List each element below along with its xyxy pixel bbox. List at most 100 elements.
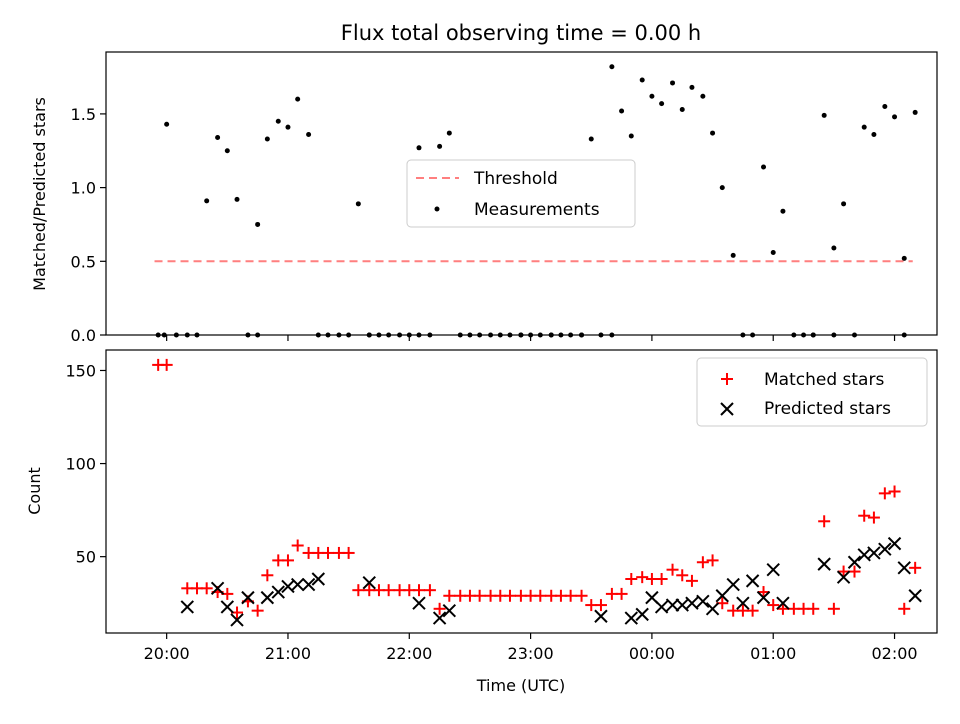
predicted-star-point — [756, 590, 771, 605]
matched-star-point — [625, 573, 638, 586]
bottom-plot-series — [152, 358, 922, 627]
matched-star-point — [827, 602, 840, 615]
top-axes-frame — [105, 51, 938, 336]
measurement-point — [224, 148, 230, 154]
matched-star-point — [342, 546, 355, 559]
matched-star-point — [503, 589, 516, 602]
measurement-point — [719, 185, 725, 191]
predicted-star-point — [908, 589, 922, 603]
matched-star-point — [767, 599, 780, 612]
top-legend-box — [406, 159, 636, 228]
bottom-y-tick-label: 50 — [76, 548, 96, 567]
measurement-point — [700, 93, 706, 99]
matched-star-point — [746, 604, 759, 617]
measurement-point — [659, 101, 665, 107]
bottom-legend-box — [696, 357, 928, 427]
predicted-star-point — [362, 576, 376, 590]
measurement-point — [234, 196, 240, 202]
matched-star-point — [898, 602, 911, 615]
matched-star-point — [423, 584, 436, 597]
top-y-axis-label: Matched/Predicted stars — [30, 97, 49, 291]
predicted-star-point — [301, 577, 316, 592]
x-tick-label: 00:00 — [629, 644, 675, 663]
measurement-point — [710, 130, 716, 136]
measurements-legend-label: Measurements — [474, 200, 600, 220]
x-tick-label: 02:00 — [871, 644, 917, 663]
top-y-tick-label: 1.0 — [71, 179, 96, 198]
x-tick-label: 22:00 — [386, 644, 432, 663]
measurement-point — [882, 104, 888, 110]
measurements-legend-swatch — [434, 206, 440, 212]
top-y-tick-label: 0.5 — [71, 252, 96, 271]
top-legend: Threshold Measurements — [406, 159, 636, 228]
predicted-star-point — [726, 577, 740, 592]
matched-star-point — [352, 584, 365, 597]
x-tick-label: 20:00 — [144, 644, 190, 663]
predicted-star-point — [705, 602, 720, 616]
top-y-tick-label: 0.0 — [71, 326, 96, 345]
predicted-star-point — [260, 590, 275, 605]
predicted-star-point — [635, 607, 649, 622]
bottom-axes-frame — [105, 349, 938, 634]
matched-star-point — [696, 556, 709, 569]
x-tick-label: 01:00 — [750, 644, 796, 663]
matched-star-point — [676, 569, 689, 582]
measurement-point — [730, 252, 736, 258]
predicted-star-point — [180, 600, 194, 614]
measurement-point — [609, 64, 615, 70]
predicted-star-point — [685, 596, 699, 610]
measurement-point — [416, 145, 422, 151]
predicted-stars-legend-swatch — [720, 402, 734, 416]
measurement-point — [821, 112, 827, 118]
predicted-star-point — [745, 574, 760, 588]
predicted-star-point — [715, 589, 729, 603]
measurement-point — [437, 143, 443, 149]
measurement-point — [761, 164, 767, 170]
matched-star-point — [251, 604, 264, 617]
matched-star-point — [412, 584, 425, 597]
top-y-tick-label: 1.5 — [71, 105, 96, 124]
predicted-star-point — [230, 613, 244, 627]
matched-star-point — [776, 602, 789, 615]
measurement-point — [204, 198, 210, 204]
predicted-star-point — [594, 609, 608, 623]
measurement-point — [780, 208, 786, 214]
matched-star-point — [615, 587, 628, 600]
predicted-star-point — [271, 585, 285, 599]
measurement-point — [164, 121, 170, 127]
bottom-y-axis-label: Count — [25, 467, 44, 515]
matched-star-point — [757, 586, 770, 599]
matched-stars-legend-swatch — [721, 373, 733, 385]
matched-star-point — [261, 569, 274, 582]
measurement-point — [619, 108, 625, 114]
measurement-point — [861, 124, 867, 130]
measurement-point — [841, 201, 847, 207]
measurement-point — [912, 109, 918, 115]
predicted-star-point — [665, 598, 680, 612]
measurement-point — [892, 114, 898, 120]
measurement-point — [264, 136, 270, 142]
matched-star-point — [281, 554, 294, 567]
matched-star-point — [807, 602, 820, 615]
top-y-ticks: 0.0 0.5 1.0 1.5 — [71, 105, 106, 345]
matched-star-point — [867, 511, 880, 524]
predicted-star-point — [624, 611, 638, 625]
measurement-point — [670, 80, 676, 86]
measurement-point — [446, 130, 452, 136]
predicted-star-point — [220, 600, 235, 614]
predicted-star-point — [766, 562, 780, 577]
predicted-star-point — [817, 557, 831, 571]
measurement-point — [215, 134, 221, 140]
measurement-point — [306, 132, 312, 138]
matched-star-point — [858, 509, 871, 522]
bottom-axes: Count Time (UTC) 50 100 150 20:00 21:00 22:0… — [25, 349, 938, 695]
top-axes: Matched/Predicted stars 0.0 0.5 1.0 1.5 Thr… — [30, 51, 938, 345]
predicted-star-point — [412, 596, 426, 610]
matched-star-point — [685, 574, 698, 587]
measurement-point — [871, 132, 877, 138]
predicted-star-point — [897, 561, 911, 575]
predicted-star-point — [432, 611, 447, 625]
x-tick-label: 23:00 — [508, 644, 554, 663]
matched-star-point — [848, 565, 861, 578]
